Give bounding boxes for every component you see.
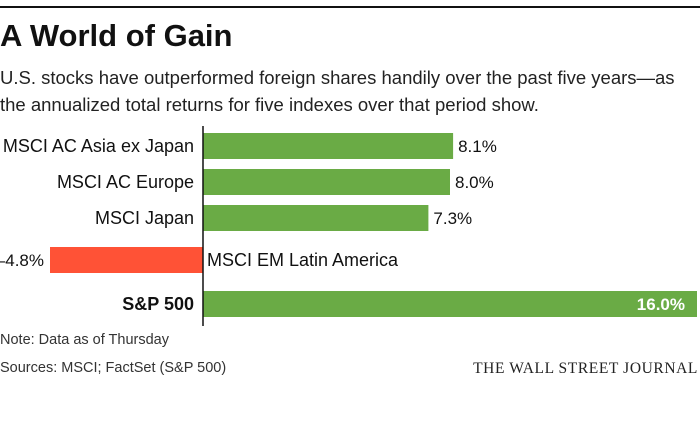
top-rule — [0, 6, 700, 8]
value-label-2: 7.3% — [433, 209, 472, 228]
bar-4 — [203, 291, 697, 317]
value-label-1: 8.0% — [455, 173, 494, 192]
category-label-3: MSCI EM Latin America — [207, 250, 399, 270]
category-label-4: S&P 500 — [122, 294, 194, 314]
bar-0 — [203, 133, 454, 159]
bar-2 — [203, 205, 429, 231]
category-label-1: MSCI AC Europe — [57, 172, 194, 192]
category-label-0: MSCI AC Asia ex Japan — [3, 136, 194, 156]
value-label-0: 8.1% — [458, 137, 497, 156]
value-label-3: –4.8% — [0, 251, 44, 270]
publisher-logo: THE WALL STREET JOURNAL — [473, 360, 698, 377]
bar-chart: MSCI AC Asia ex Japan 8.1% MSCI AC Europe 8… — [0, 126, 697, 326]
category-label-2: MSCI Japan — [95, 208, 194, 228]
value-label-4: 16.0% — [637, 295, 685, 314]
bar-1 — [203, 169, 450, 195]
bar-3 — [50, 247, 203, 273]
chart-sources: Sources: MSCI; FactSet (S&P 500) — [0, 360, 227, 376]
chart-title: A World of Gain — [0, 18, 233, 53]
chart-subtitle: U.S. stocks have outperformed foreign sh… — [0, 67, 675, 115]
chart-note: Note: Data as of Thursday — [0, 332, 169, 348]
